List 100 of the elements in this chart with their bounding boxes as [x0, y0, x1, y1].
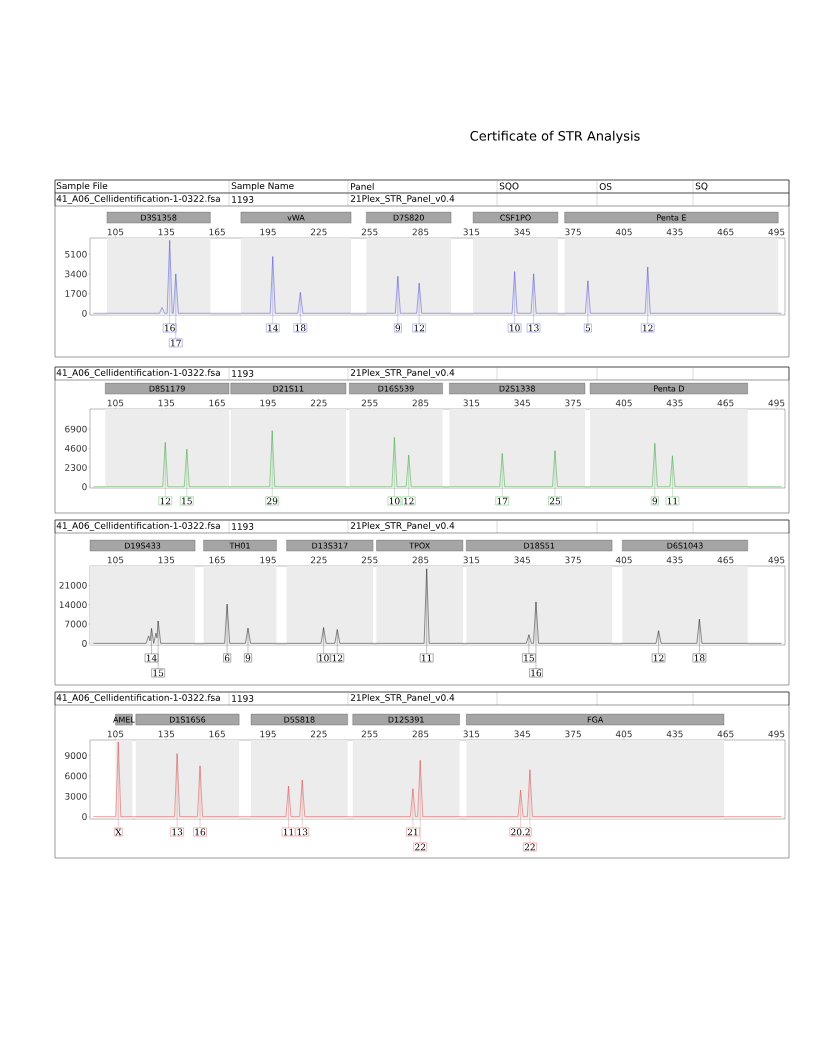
annotation: 12 [414, 324, 425, 332]
x-tick-label: 105 [107, 730, 124, 738]
annotation: 18 [295, 324, 306, 332]
x-tick-label: 165 [209, 730, 225, 738]
x-tick-label: 465 [717, 730, 734, 738]
x-tick-label: 165 [209, 399, 225, 407]
text: SQO [499, 182, 519, 191]
x-tick-label: 195 [260, 730, 276, 738]
y-tick-label: 5100 [65, 250, 87, 258]
y-tick-label: 0 [82, 639, 87, 647]
x-tick-label: 105 [107, 556, 124, 564]
x-tick-label: 345 [514, 228, 531, 236]
annotation: 12 [653, 654, 664, 662]
annotation: 12 [643, 324, 653, 332]
x-tick-label: 345 [514, 730, 531, 738]
text: Panel [351, 183, 374, 190]
x-tick-label: 255 [361, 228, 378, 236]
y-tick-label: 3400 [65, 270, 87, 278]
x-tick-label: 225 [310, 228, 327, 236]
annotation: X [115, 828, 122, 836]
x-tick-label: 255 [361, 556, 378, 564]
annotation: 18 [694, 654, 705, 662]
annotation: 16 [531, 669, 542, 677]
x-tick-label: 405 [615, 228, 632, 236]
x-tick-label: 345 [514, 556, 531, 564]
annotation: 22 [415, 843, 426, 851]
y-tick-label: 6000 [65, 772, 87, 780]
text: 1193 [232, 523, 254, 530]
text: 1193 [232, 196, 254, 203]
annotation: 15 [524, 654, 534, 662]
annotation: 20.2 [511, 828, 530, 836]
annotation: 10 [510, 324, 520, 332]
annotation: 13 [172, 828, 183, 836]
annotation: 9 [652, 497, 658, 505]
y-tick-label: 21000 [59, 581, 87, 589]
annotation: 11 [667, 497, 677, 505]
text: 41_A06_Cellidentification-1-0322.fsa [56, 522, 220, 531]
annotation: 9 [395, 324, 401, 332]
x-tick-label: 465 [717, 228, 734, 236]
text: 41_A06_Cellidentification-1-0322.fsa [56, 694, 220, 703]
text: Sample Name [231, 182, 294, 191]
x-tick-label: 285 [412, 228, 429, 236]
x-tick-label: 285 [412, 399, 429, 407]
x-tick-label: 165 [209, 556, 225, 564]
text: 41_A06_Cellidentification-1-0322.fsa [56, 195, 220, 204]
x-tick-label: 225 [310, 730, 327, 738]
annotation: 6 [224, 654, 230, 662]
annotation: 9 [245, 654, 251, 662]
x-tick-label: 405 [615, 556, 632, 564]
x-tick-label: 285 [412, 556, 429, 564]
x-tick-label: 315 [463, 228, 480, 236]
x-tick-label: 225 [310, 399, 327, 407]
y-tick-label: 7000 [65, 620, 87, 628]
y-tick-label: 6900 [65, 425, 87, 433]
x-tick-label: 255 [361, 399, 378, 407]
annotation: 11 [283, 828, 293, 836]
text: 21Plex_STR_Panel_v0.4 [350, 195, 455, 204]
text: 21Plex_STR_Panel_v0.4 [350, 694, 455, 703]
x-tick-label: 315 [463, 556, 480, 564]
text: 1193 [232, 370, 254, 377]
y-tick-label: 0 [82, 483, 87, 491]
x-tick-label: 375 [565, 399, 581, 407]
x-tick-label: 315 [463, 730, 480, 738]
annotation: 12 [160, 497, 171, 505]
x-tick-label: 165 [209, 228, 225, 236]
text: Sample File [56, 182, 108, 191]
x-tick-label: 375 [565, 556, 581, 564]
annotation: 22 [524, 843, 535, 851]
x-tick-label: 465 [717, 556, 734, 564]
x-tick-label: 435 [666, 399, 683, 407]
annotation: 12 [332, 654, 343, 662]
text: 41_A06_Cellidentification-1-0322.fsa [56, 369, 220, 378]
x-tick-label: 375 [565, 228, 581, 236]
x-tick-label: 135 [158, 730, 175, 738]
annotation: 14 [268, 324, 278, 332]
annotation: 15 [182, 497, 192, 505]
x-tick-label: 495 [768, 399, 785, 407]
x-tick-label: 375 [565, 730, 581, 738]
x-tick-label: 135 [158, 228, 175, 236]
annotation: 5 [585, 324, 591, 332]
y-tick-label: 3000 [65, 792, 87, 800]
annotation: 16 [165, 324, 175, 332]
x-tick-label: 495 [768, 228, 785, 236]
x-tick-label: 495 [768, 556, 785, 564]
x-tick-label: 435 [666, 730, 683, 738]
x-tick-label: 285 [412, 730, 429, 738]
y-tick-label: 0 [82, 813, 87, 821]
y-tick-label: 0 [82, 309, 87, 317]
annotation: 10 [318, 654, 329, 662]
annotation: 15 [153, 669, 164, 677]
text: 21Plex_STR_Panel_v0.4 [350, 522, 455, 531]
annotation: 17 [497, 497, 508, 505]
x-tick-label: 195 [260, 228, 276, 236]
x-tick-label: 195 [260, 399, 276, 407]
text: SQ [695, 182, 708, 191]
x-tick-label: 495 [768, 730, 785, 738]
x-tick-label: 135 [158, 556, 175, 564]
x-tick-label: 435 [666, 228, 683, 236]
y-tick-label: 1700 [65, 290, 87, 297]
annotation: 29 [267, 497, 278, 505]
